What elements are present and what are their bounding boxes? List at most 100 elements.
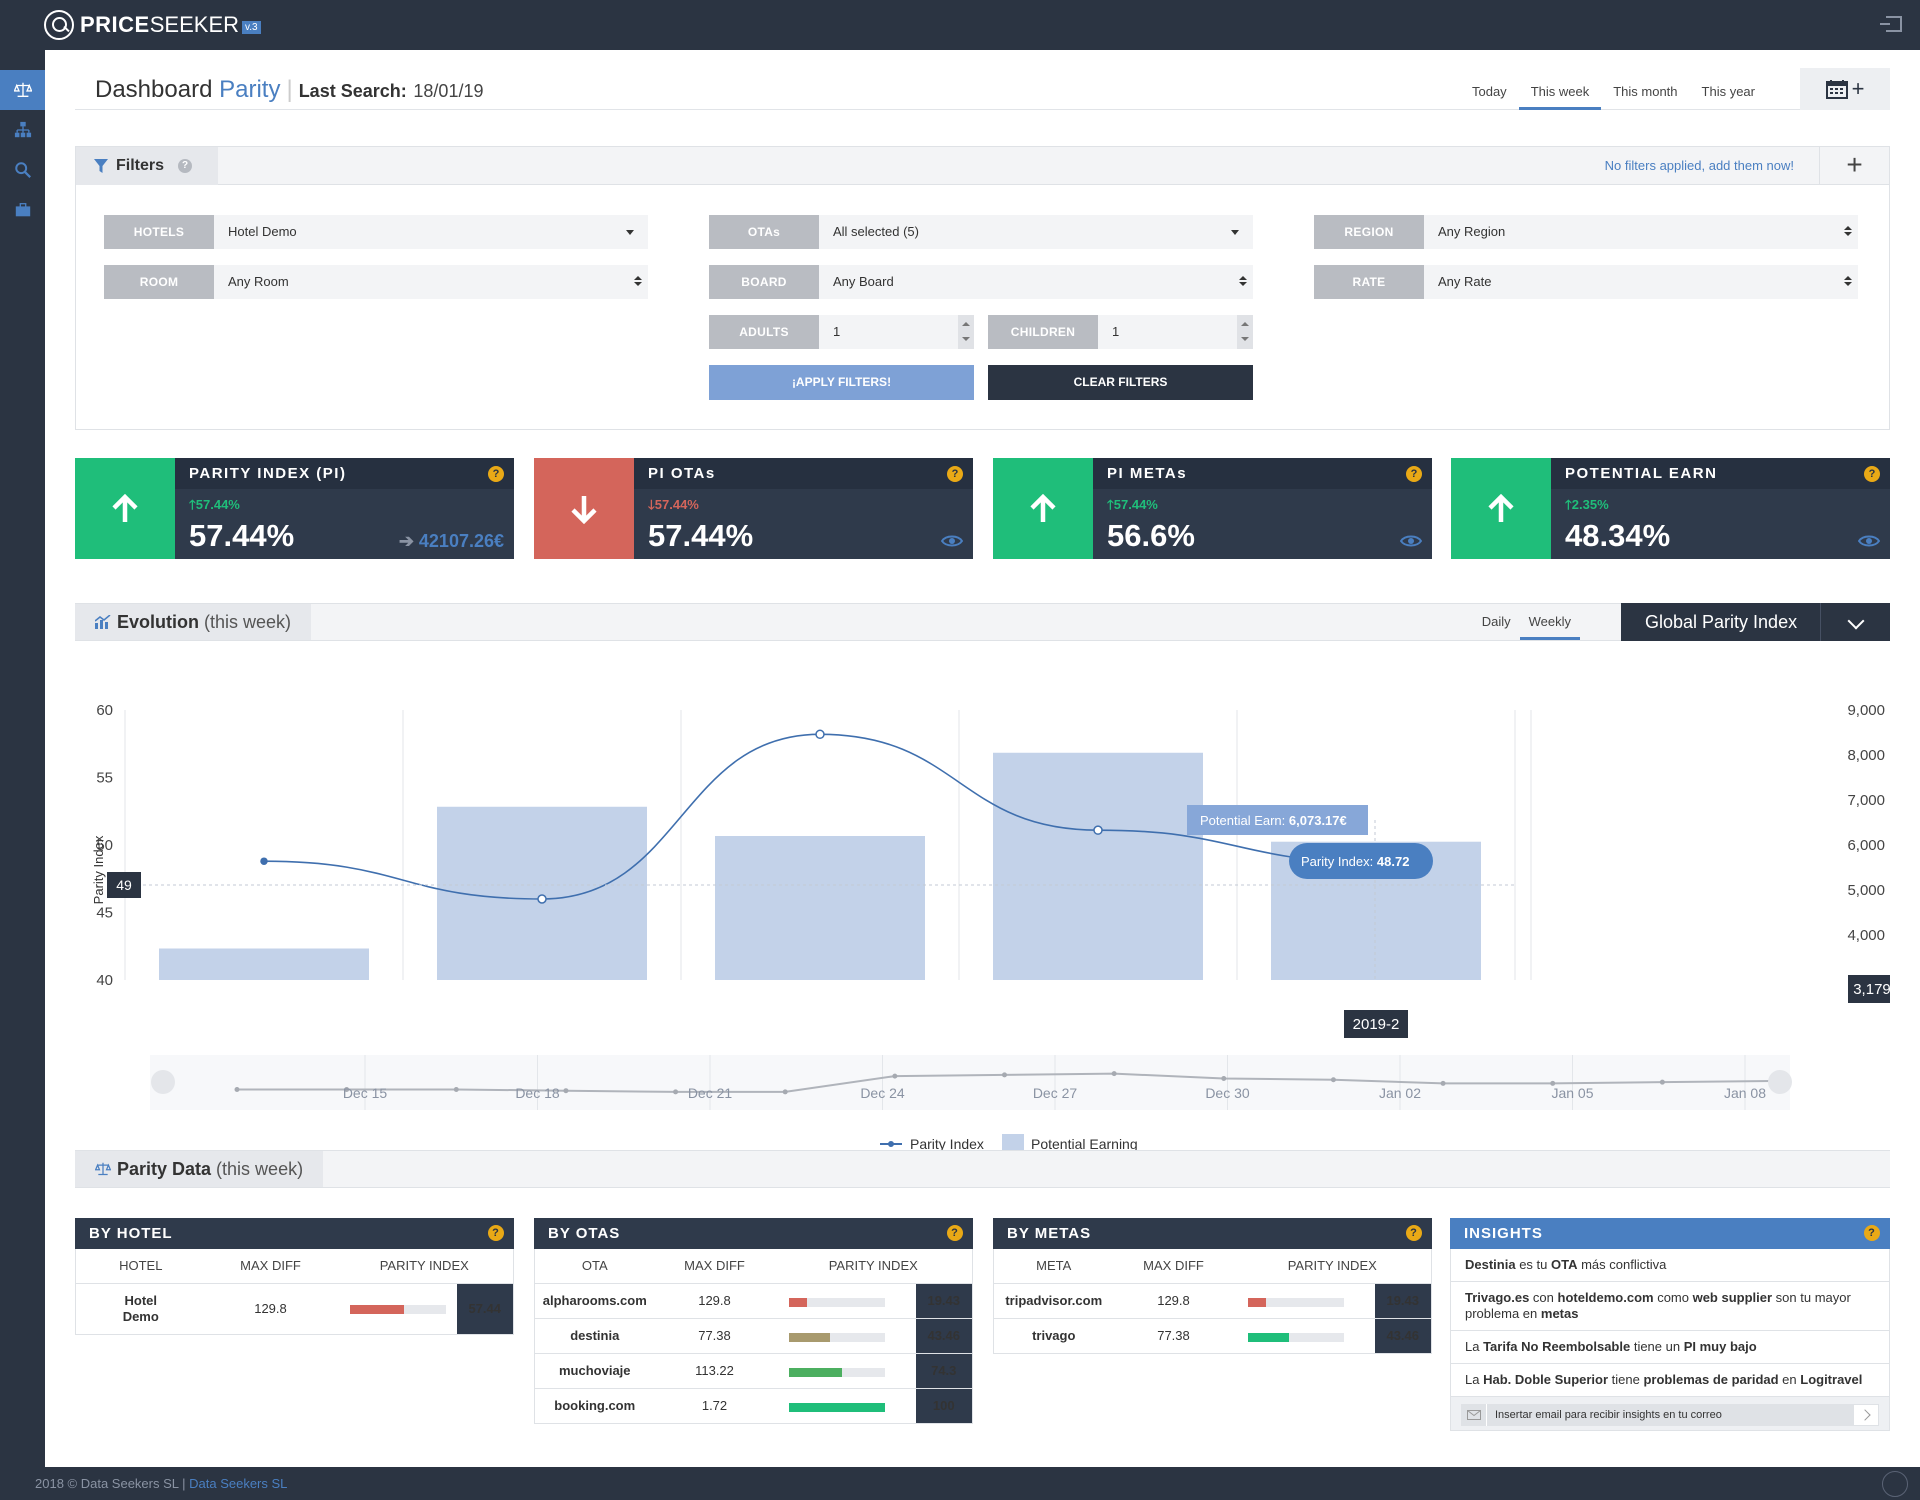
insight-item[interactable]: La Hab. Doble Superior tiene problemas d… [1450,1364,1890,1397]
filters-tab[interactable]: Filters ? [76,147,218,185]
tab-daily[interactable]: Daily [1481,614,1511,629]
insight-item[interactable]: Trivago.es con hoteldemo.com como web su… [1450,1282,1890,1331]
app-logo[interactable]: PRICE SEEKER v.3 [44,10,261,40]
crosshair-y2-label-box [1848,975,1896,1003]
kpi-title: PI METAs [1107,465,1188,482]
eye-icon[interactable] [941,534,963,548]
navigator-point [344,1086,350,1092]
metric-select[interactable]: Global Parity Index [1621,603,1890,641]
adults-input[interactable]: 1 [819,315,974,349]
insight-item[interactable]: La Tarifa No Reembolsable tiene un PI mu… [1450,1331,1890,1364]
filters-status-link[interactable]: No filters applied, add them now! [1604,158,1794,173]
footer-link[interactable]: Data Seekers SL [189,1476,288,1491]
column-header[interactable]: PARITY INDEX [774,1249,973,1284]
column-header[interactable]: PARITY INDEX [335,1249,514,1284]
insight-item[interactable]: Destinia es tu OTA más conflictiva [1450,1249,1890,1282]
navigator-right-handle[interactable] [1768,1070,1792,1094]
help-icon[interactable]: ? [947,1225,963,1241]
tab-this-month[interactable]: This month [1613,84,1678,99]
sidebar-item-parity[interactable] [0,70,53,110]
help-icon[interactable]: ? [1406,1225,1422,1241]
filters-header: Filters ? No filters applied, add them n… [76,147,1889,185]
table-row[interactable]: alpharooms.com 129.8 19.43 [534,1283,973,1319]
kpi-title: POTENTIAL EARN [1565,465,1718,482]
add-filter-button[interactable]: + [1819,147,1889,185]
children-stepper[interactable] [1237,315,1253,349]
max-diff: 1.72 [654,1388,775,1424]
filters-help-icon[interactable]: ? [178,159,193,173]
help-icon[interactable]: ? [1406,466,1422,482]
granularity-tabs: Daily Weekly [1473,604,1580,640]
navigator-left-handle[interactable] [151,1070,175,1094]
page-title: Dashboard Parity | Last Search: 18/01/19 [95,76,484,103]
sidebar-item-search[interactable] [0,150,45,190]
tab-today[interactable]: Today [1471,84,1507,99]
table-row[interactable]: Hotel Demo 129.8 57.44 [75,1283,514,1335]
logout-icon[interactable] [1880,16,1902,32]
column-header[interactable]: HOTEL [75,1249,206,1284]
kpi-delta: 🡓57.44% [648,497,699,512]
table-row[interactable]: muchoviaje 113.22 74.3 [534,1353,973,1389]
column-header[interactable]: PARITY INDEX [1233,1249,1432,1284]
pi-bar-fill [788,1332,830,1342]
room-select[interactable]: Any Room [214,265,648,299]
insights-email-input[interactable]: Insertar email para recibir insights en … [1461,1404,1879,1426]
title-accent: Parity [219,76,281,103]
pi-bar [788,1367,885,1377]
pi-value: 100 [915,1388,973,1424]
rate-select[interactable]: Any Rate [1424,265,1858,299]
help-icon[interactable]: ? [947,466,963,482]
column-header[interactable]: META [993,1249,1114,1284]
adults-stepper[interactable] [958,315,974,349]
parity-data-tab[interactable]: Parity Data (this week) [75,1151,324,1187]
tab-weekly[interactable]: Weekly [1519,604,1580,640]
sidebar-item-structure[interactable] [0,110,45,150]
column-header[interactable]: MAX DIFF [654,1249,775,1284]
calendar-add-button[interactable]: + [1800,68,1890,110]
kpi-value: 48.34% [1565,518,1671,553]
hotels-select[interactable]: Hotel Demo [214,215,648,249]
apply-filters-button[interactable]: ¡APPLY FILTERS! [709,365,974,400]
sidebar-item-reports[interactable] [0,190,45,230]
legend-parity-index[interactable]: Parity Index [880,1136,984,1152]
chevron-down-icon[interactable] [1820,603,1890,641]
table-row[interactable]: trivago 77.38 43.46 [993,1318,1432,1354]
navigator-date-label: Jan 02 [1379,1085,1421,1101]
pi-bar [1247,1297,1344,1307]
y2-tick-label: 5,000 [1847,882,1885,899]
clear-filters-button[interactable]: CLEAR FILTERS [988,365,1253,400]
chevron-right-icon[interactable] [1853,1404,1879,1426]
room-label: ROOM [104,265,214,299]
navigator-point [1440,1080,1446,1086]
eye-icon[interactable] [1400,534,1422,548]
column-header[interactable]: MAX DIFF [1113,1249,1234,1284]
tab-this-year[interactable]: This year [1701,84,1755,99]
pi-value: 57.44 [456,1283,514,1335]
help-icon[interactable]: ? [1864,466,1880,482]
legend-potential-earning[interactable]: Potential Earning [1002,1134,1138,1154]
y-axis-title: Parity Index [91,835,106,904]
column-header[interactable]: MAX DIFF [205,1249,336,1284]
table-row[interactable]: destinia 77.38 43.46 [534,1318,973,1354]
navigator-date-label: Dec 30 [1205,1085,1250,1101]
region-select[interactable]: Any Region [1424,215,1858,249]
evolution-tab[interactable]: Evolution (this week) [75,604,312,640]
help-icon[interactable]: ? [488,1225,504,1241]
scroll-top-button[interactable] [1882,1471,1908,1497]
column-header[interactable]: OTA [534,1249,655,1284]
otas-select[interactable]: All selected (5) [819,215,1253,249]
table-row[interactable]: tripadvisor.com 129.8 19.43 [993,1283,1432,1319]
help-icon[interactable]: ? [1864,1225,1880,1241]
pi-bar-cell [774,1318,916,1354]
help-icon[interactable]: ? [488,466,504,482]
board-select[interactable]: Any Board [819,265,1253,299]
children-input[interactable]: 1 [1098,315,1253,349]
table-row[interactable]: booking.com 1.72 100 [534,1388,973,1424]
max-diff: 77.38 [654,1318,775,1354]
navigator-date-label: Dec 27 [1033,1085,1078,1101]
scale-icon [95,1162,111,1176]
tab-this-week[interactable]: This week [1518,76,1602,110]
eye-icon[interactable] [1858,534,1880,548]
navigator-date-label: Jan 05 [1551,1085,1593,1101]
